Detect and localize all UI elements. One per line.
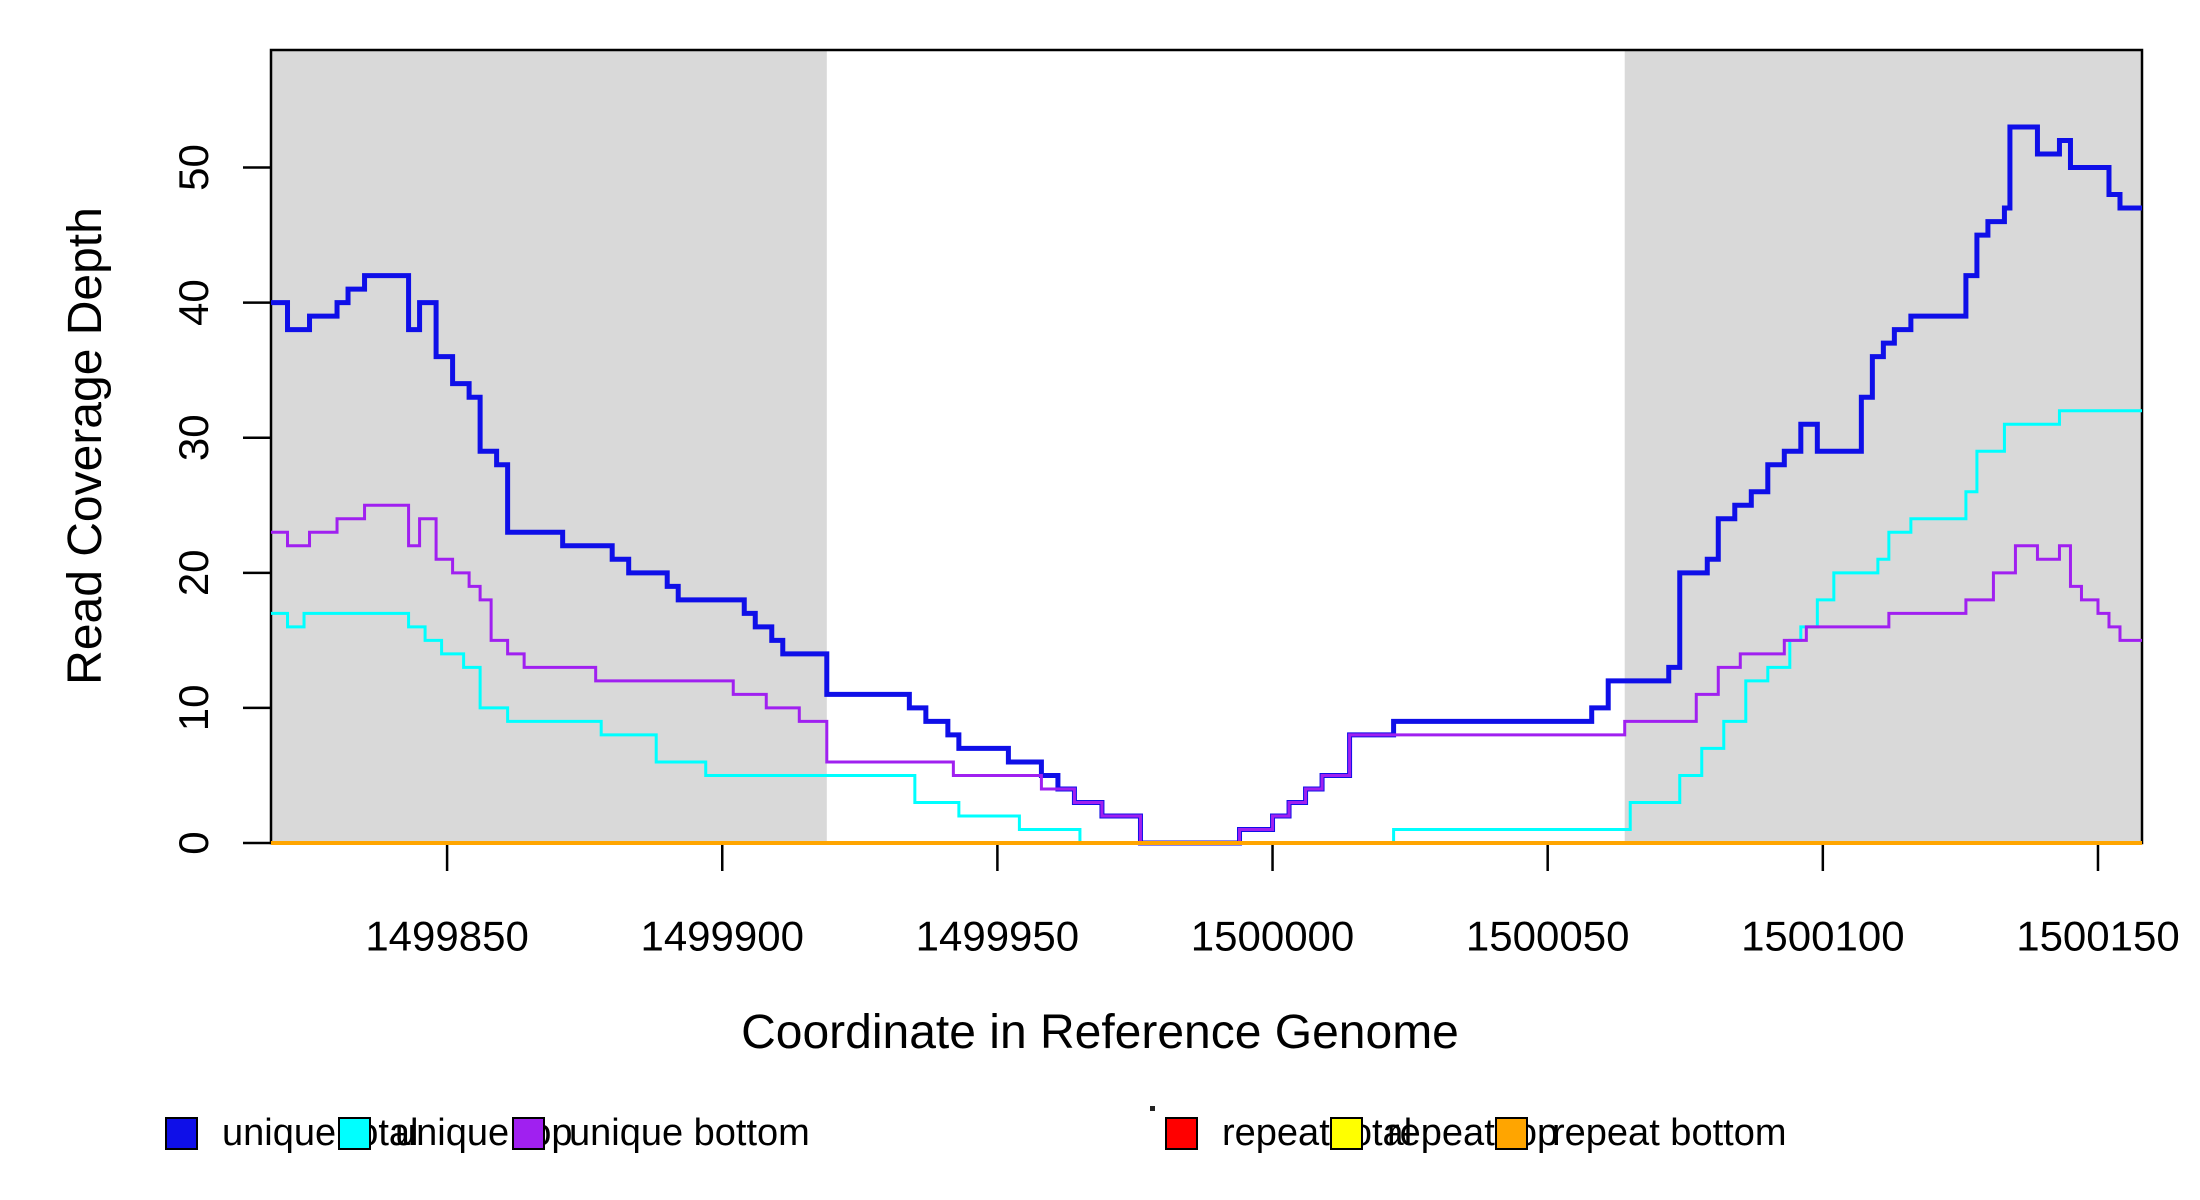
x-tick-label: 1500100 xyxy=(1741,912,1905,959)
y-axis-title-text: Read Coverage Depth xyxy=(59,207,112,685)
y-tick-label: 0 xyxy=(170,831,217,854)
x-tick-label: 1499850 xyxy=(365,912,529,959)
stray-dot xyxy=(1150,1106,1155,1111)
x-tick-label: 1500150 xyxy=(2016,912,2180,959)
x-tick-label: 1500050 xyxy=(1466,912,1630,959)
y-tick-label: 20 xyxy=(170,549,217,596)
shaded-region xyxy=(1624,50,2142,843)
y-tick-label: 40 xyxy=(170,279,217,326)
x-axis-title: Coordinate in Reference Genome xyxy=(741,1006,1459,1059)
series-unique-top xyxy=(271,409,2142,845)
x-tick-label: 1499900 xyxy=(640,912,804,959)
y-tick-label: 10 xyxy=(170,685,217,732)
x-tick-label: 1500000 xyxy=(1191,912,1355,959)
shaded-region xyxy=(271,50,827,843)
y-tick-label: 30 xyxy=(170,414,217,461)
y-tick-label: 50 xyxy=(170,144,217,191)
x-tick-label: 1499950 xyxy=(916,912,1080,959)
